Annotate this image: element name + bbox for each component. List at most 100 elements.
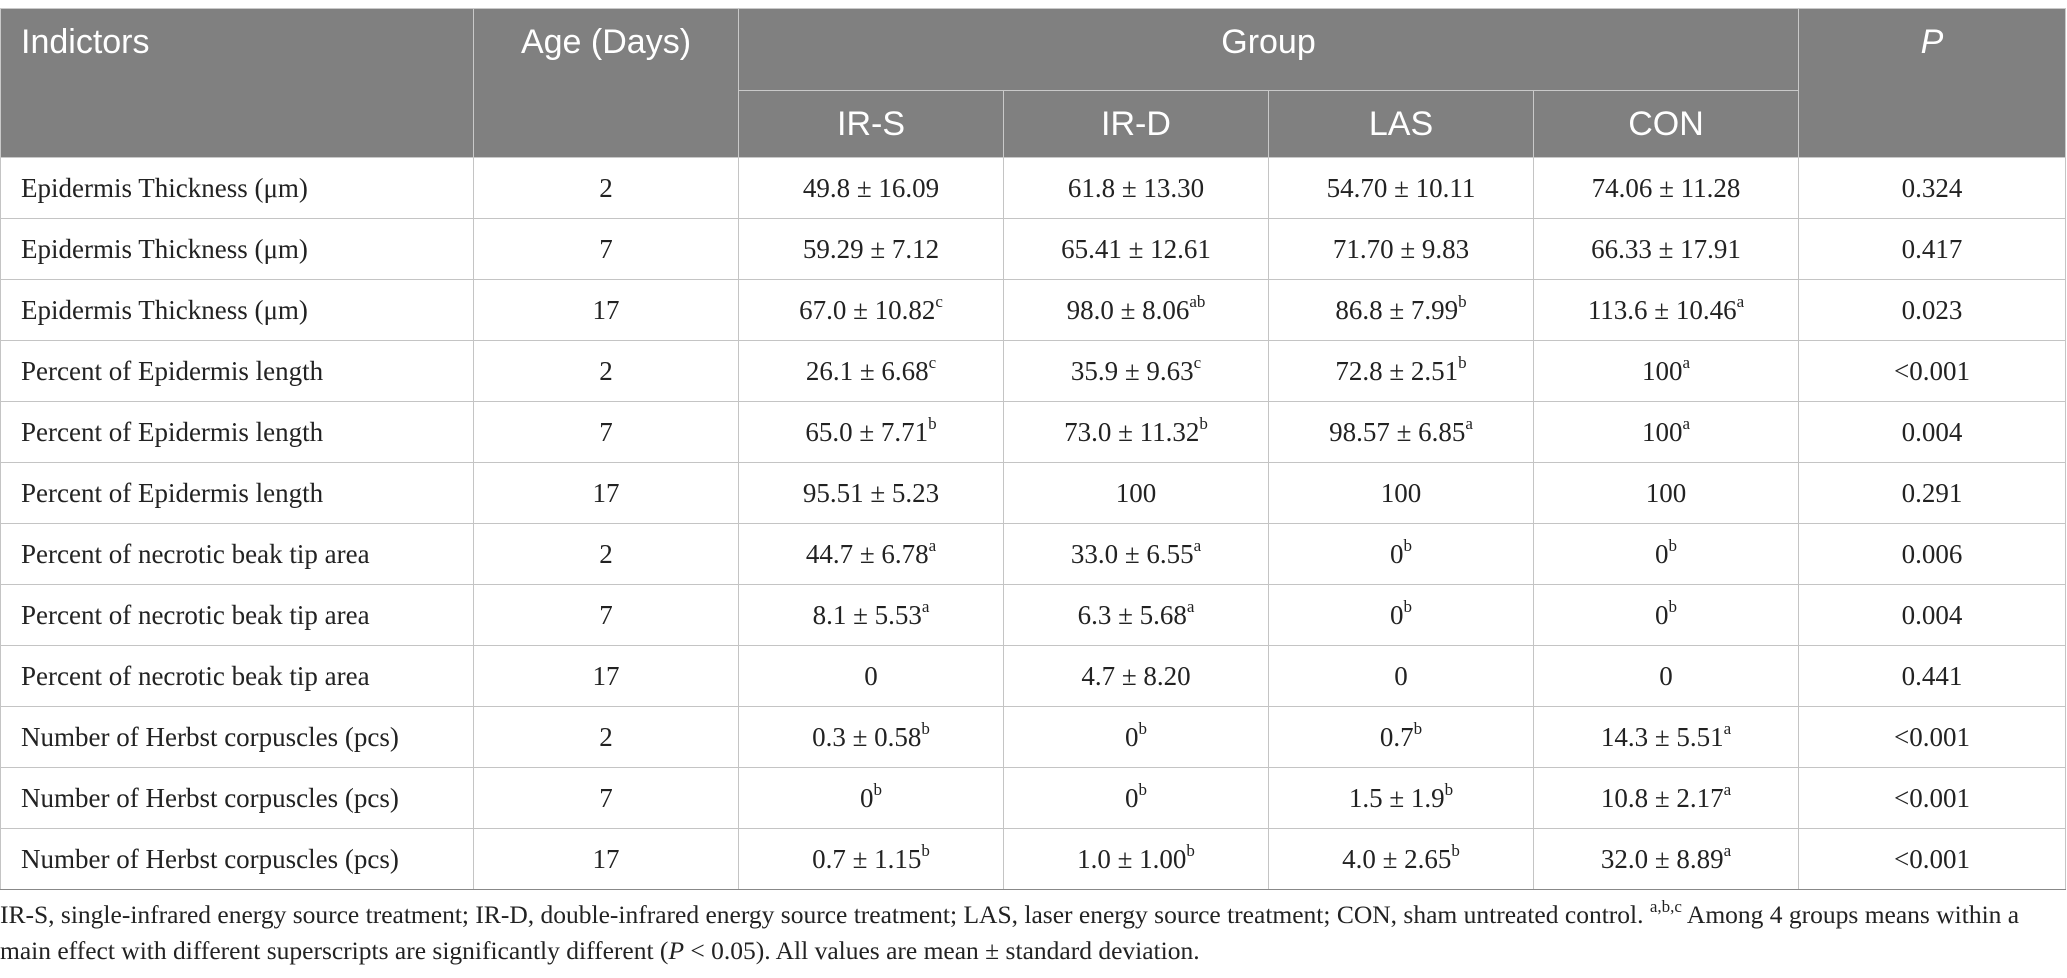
- significance-superscript: b: [1444, 779, 1454, 799]
- cell-value: 65.0 ± 7.71: [805, 416, 929, 447]
- cell-value: 100: [1115, 477, 1157, 508]
- cell-indicator: Number of Herbst corpuscles (pcs): [0, 706, 474, 768]
- cell-las: 98.57 ± 6.85a: [1268, 401, 1534, 463]
- header-p: P: [1798, 8, 2066, 158]
- cell-indicator: Number of Herbst corpuscles (pcs): [0, 767, 474, 829]
- significance-superscript: b: [1199, 413, 1208, 433]
- footnote-p-symbol: P: [668, 936, 685, 965]
- cell-ird: 65.41 ± 12.61: [1003, 218, 1269, 280]
- significance-superscript: b: [921, 718, 930, 738]
- cell-ird: 61.8 ± 13.30: [1003, 157, 1269, 219]
- cell-age: 7: [473, 584, 739, 646]
- cell-p-value: 0.023: [1798, 279, 2066, 341]
- cell-value: 0.7: [1379, 721, 1414, 752]
- cell-con: 100a: [1533, 340, 1799, 402]
- cell-indicator: Percent of Epidermis length: [0, 401, 474, 463]
- cell-las: 0b: [1268, 584, 1534, 646]
- cell-value: 74.06 ± 11.28: [1591, 172, 1741, 203]
- cell-value: 0: [1655, 599, 1669, 630]
- significance-superscript: a: [1193, 535, 1202, 555]
- cell-age: 17: [473, 279, 739, 341]
- cell-value: 1.0 ± 1.00: [1077, 843, 1187, 874]
- significance-superscript: b: [1458, 352, 1467, 372]
- cell-con: 66.33 ± 17.91: [1533, 218, 1799, 280]
- significance-superscript: a: [1723, 718, 1732, 738]
- cell-value: 0: [1394, 660, 1408, 691]
- table-row: Number of Herbst corpuscles (pcs) 2 0.3 ± …: [0, 706, 2066, 768]
- cell-value: 4.7 ± 8.20: [1081, 660, 1191, 691]
- cell-las: 0.7b: [1268, 706, 1534, 768]
- table-row: Epidermis Thickness (μm) 7 59.29 ± 7.12 65.…: [0, 218, 2066, 280]
- cell-value: 0.7 ± 1.15: [812, 843, 922, 874]
- cell-irs: 44.7 ± 6.78a: [738, 523, 1004, 585]
- significance-superscript: a: [928, 535, 937, 555]
- cell-p-value: <0.001: [1798, 706, 2066, 768]
- cell-indicator: Percent of necrotic beak tip area: [0, 584, 474, 646]
- cell-con: 32.0 ± 8.89a: [1533, 828, 1799, 890]
- cell-indicator: Epidermis Thickness (μm): [0, 157, 474, 219]
- table-row: Percent of Epidermis length 2 26.1 ± 6.68c…: [0, 340, 2066, 402]
- cell-con: 100a: [1533, 401, 1799, 463]
- cell-value: 0: [1659, 660, 1673, 691]
- cell-value: 98.57 ± 6.85: [1329, 416, 1466, 447]
- cell-value: 100: [1641, 416, 1683, 447]
- cell-con: 14.3 ± 5.51a: [1533, 706, 1799, 768]
- cell-indicator: Percent of necrotic beak tip area: [0, 645, 474, 707]
- cell-value: 26.1 ± 6.68: [805, 355, 929, 386]
- cell-value: 35.9 ± 9.63: [1070, 355, 1194, 386]
- cell-age: 7: [473, 218, 739, 280]
- cell-irs: 0b: [738, 767, 1004, 829]
- significance-superscript: b: [1458, 291, 1467, 311]
- header-group-las: LAS: [1268, 90, 1534, 158]
- cell-las: 100: [1268, 462, 1534, 524]
- table-row: Number of Herbst corpuscles (pcs) 17 0.7 ±…: [0, 828, 2066, 890]
- significance-superscript: b: [1403, 596, 1413, 616]
- significance-superscript: a: [921, 596, 930, 616]
- cell-age: 2: [473, 523, 739, 585]
- cell-value: 113.6 ± 10.46: [1587, 294, 1737, 325]
- cell-p-value: 0.291: [1798, 462, 2066, 524]
- significance-superscript: c: [935, 291, 943, 311]
- cell-age: 17: [473, 462, 739, 524]
- significance-superscript: a: [1682, 352, 1691, 372]
- cell-value: 65.41 ± 12.61: [1061, 233, 1211, 264]
- cell-value: 0: [860, 782, 874, 813]
- cell-age: 17: [473, 828, 739, 890]
- cell-indicator: Epidermis Thickness (μm): [0, 218, 474, 280]
- significance-superscript: a: [1186, 596, 1195, 616]
- cell-p-value: 0.004: [1798, 584, 2066, 646]
- cell-las: 54.70 ± 10.11: [1268, 157, 1534, 219]
- cell-irs: 49.8 ± 16.09: [738, 157, 1004, 219]
- cell-ird: 98.0 ± 8.06ab: [1003, 279, 1269, 341]
- header-indicators: Indictors: [0, 8, 474, 158]
- cell-value: 6.3 ± 5.68: [1077, 599, 1187, 630]
- cell-value: 0: [1390, 599, 1404, 630]
- table-row: Percent of Epidermis length 17 95.51 ± 5.2…: [0, 462, 2066, 524]
- cell-las: 0b: [1268, 523, 1534, 585]
- cell-value: 0: [1125, 721, 1139, 752]
- table-row: Percent of necrotic beak tip area 2 44.7 ±…: [0, 523, 2066, 585]
- cell-irs: 59.29 ± 7.12: [738, 218, 1004, 280]
- cell-las: 71.70 ± 9.83: [1268, 218, 1534, 280]
- cell-age: 2: [473, 340, 739, 402]
- cell-irs: 8.1 ± 5.53a: [738, 584, 1004, 646]
- table-row: Epidermis Thickness (μm) 17 67.0 ± 10.82c 9…: [0, 279, 2066, 341]
- significance-superscript: b: [1668, 535, 1678, 555]
- cell-value: 71.70 ± 9.83: [1332, 233, 1470, 264]
- cell-age: 2: [473, 706, 739, 768]
- cell-indicator: Percent of Epidermis length: [0, 462, 474, 524]
- cell-value: 100: [1380, 477, 1422, 508]
- table-row: Percent of Epidermis length 7 65.0 ± 7.71b…: [0, 401, 2066, 463]
- cell-value: 100: [1641, 355, 1683, 386]
- cell-las: 86.8 ± 7.99b: [1268, 279, 1534, 341]
- cell-irs: 67.0 ± 10.82c: [738, 279, 1004, 341]
- header-group-con: CON: [1533, 90, 1799, 158]
- significance-superscript: b: [1413, 718, 1423, 738]
- header-group: Group: [738, 8, 1799, 91]
- significance-superscript: b: [1451, 840, 1460, 860]
- cell-age: 7: [473, 767, 739, 829]
- cell-las: 1.5 ± 1.9b: [1268, 767, 1534, 829]
- significance-superscript: b: [1138, 718, 1148, 738]
- cell-value: 73.0 ± 11.32: [1064, 416, 1200, 447]
- cell-indicator: Percent of necrotic beak tip area: [0, 523, 474, 585]
